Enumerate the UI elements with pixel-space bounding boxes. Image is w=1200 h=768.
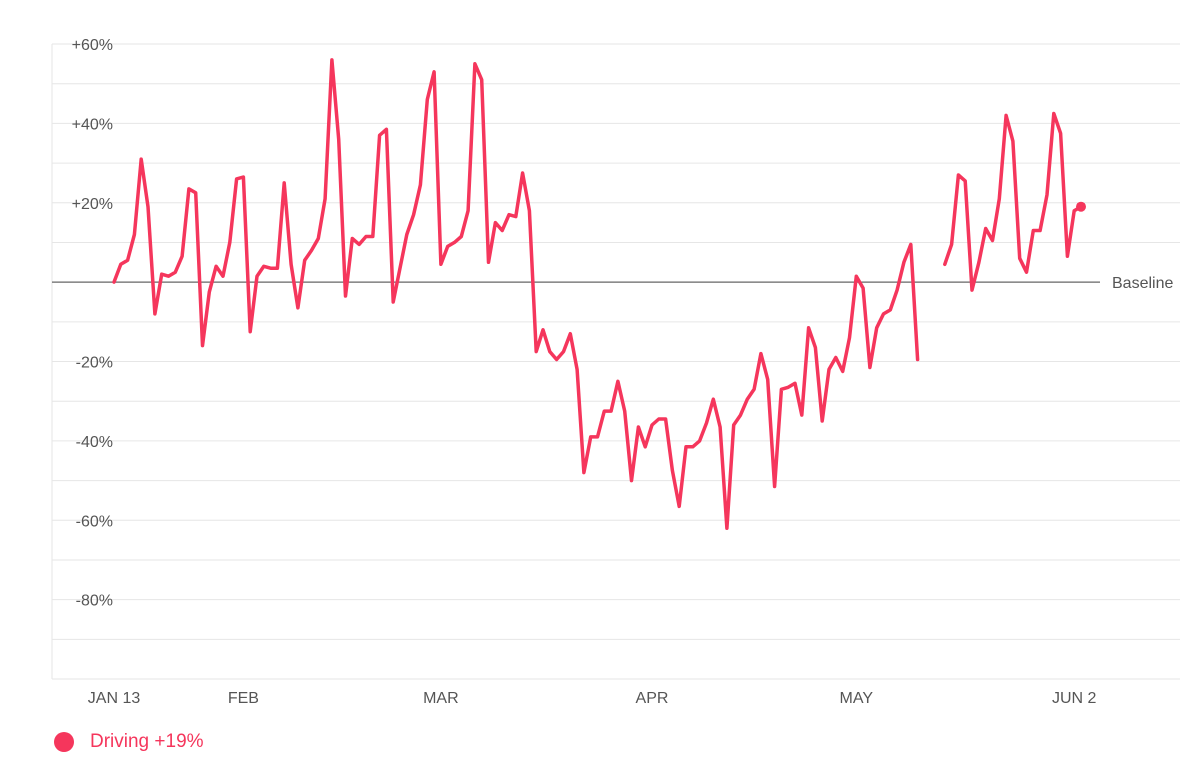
y-tick-label: -80% xyxy=(76,593,113,610)
legend: Driving +19% xyxy=(54,731,204,753)
x-tick-label: MAY xyxy=(840,690,874,707)
legend-label: Driving +19% xyxy=(90,731,204,753)
legend-series-name: Driving xyxy=(90,731,150,752)
legend-dot-icon xyxy=(54,732,74,752)
x-tick-label: APR xyxy=(636,690,669,707)
driving-series-line xyxy=(112,58,1083,530)
y-tick-label: +20% xyxy=(72,196,113,213)
baseline-label: Baseline xyxy=(1112,275,1173,292)
driving-end-point xyxy=(1076,201,1086,212)
y-tick-label: +40% xyxy=(72,116,113,133)
y-tick-label: -40% xyxy=(76,434,113,451)
x-tick-label: JAN 13 xyxy=(88,690,141,707)
legend-series-value: +19% xyxy=(154,731,204,752)
x-tick-label: JUN 2 xyxy=(1052,690,1097,707)
y-tick-label: -20% xyxy=(76,355,113,372)
y-tick-label: +60% xyxy=(72,37,113,54)
y-tick-label: -60% xyxy=(76,513,113,530)
x-tick-label: MAR xyxy=(423,690,459,707)
x-tick-label: FEB xyxy=(228,690,259,707)
